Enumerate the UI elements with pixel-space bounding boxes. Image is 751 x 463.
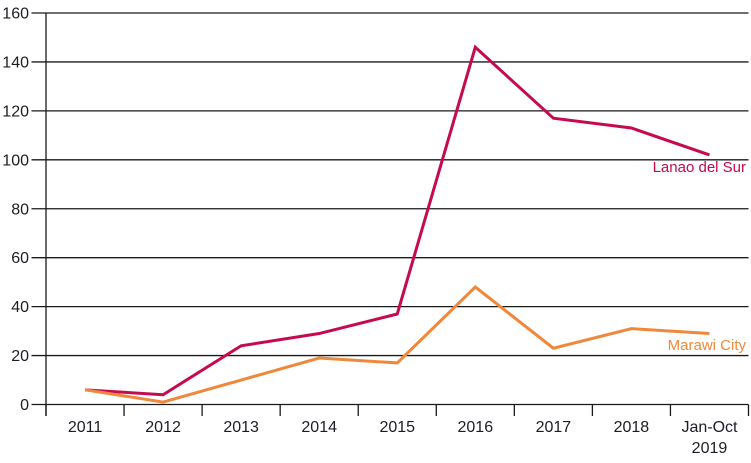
y-tick-label: 40 bbox=[11, 299, 29, 316]
x-tick-label: 2015 bbox=[379, 419, 415, 436]
y-tick-label: 120 bbox=[2, 103, 29, 120]
y-tick-label: 80 bbox=[11, 201, 29, 218]
data-series bbox=[84, 44, 710, 404]
series-line-lanao-del-sur bbox=[84, 44, 710, 397]
x-tick-label: 2016 bbox=[458, 419, 494, 436]
x-tick-label: 2017 bbox=[536, 419, 572, 436]
y-tick-label: 60 bbox=[11, 250, 29, 267]
x-axis-labels: 2011 2012 2013 2014 2015 2016 2017 2018 Jan-Oct 2… bbox=[68, 419, 738, 457]
series-label-lanao-del-sur: Lanao del Sur bbox=[653, 159, 746, 176]
series-line-marawi-city bbox=[84, 285, 710, 404]
y-tick-label: 140 bbox=[2, 54, 29, 71]
x-tick-label: 2012 bbox=[145, 419, 181, 436]
x-tick-label: 2011 bbox=[68, 419, 103, 436]
y-tick-label: 20 bbox=[11, 348, 29, 365]
y-tick-label: 0 bbox=[20, 397, 29, 414]
x-tick-label: 2013 bbox=[223, 419, 259, 436]
gridlines bbox=[31, 12, 749, 406]
series-label-marawi-city: Marawi City bbox=[668, 337, 747, 354]
y-tick-label: 160 bbox=[2, 6, 29, 23]
axes bbox=[45, 13, 750, 416]
x-tick-label: 2018 bbox=[614, 419, 650, 436]
y-tick-label: 100 bbox=[2, 152, 29, 169]
x-tick-label: Jan-Oct 2019 bbox=[681, 419, 738, 457]
x-tick-label: 2014 bbox=[301, 419, 337, 436]
y-axis-labels: 0 20 40 60 80 100 120 140 160 bbox=[2, 6, 29, 415]
